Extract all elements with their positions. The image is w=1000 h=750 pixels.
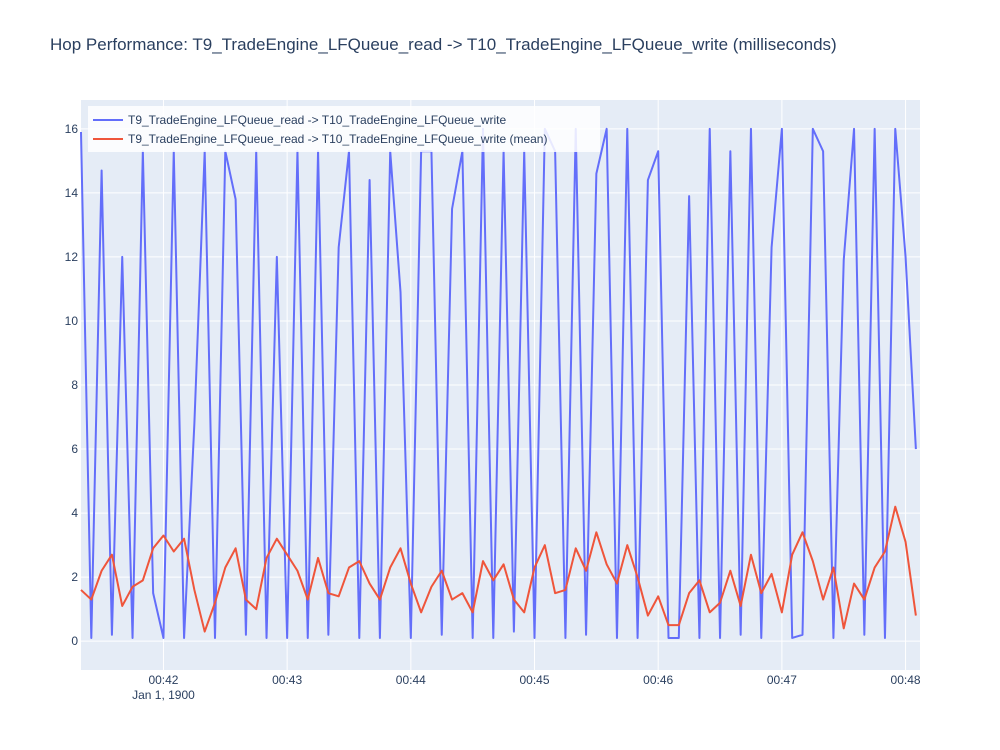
y-tick-label: 16 (65, 122, 79, 136)
legend-label: T9_TradeEngine_LFQueue_read -> T10_Trade… (128, 113, 506, 127)
legend-label: T9_TradeEngine_LFQueue_read -> T10_Trade… (128, 132, 547, 146)
x-date-label: Jan 1, 1900 (132, 688, 195, 702)
y-tick-label: 6 (71, 442, 78, 456)
y-tick-label: 14 (65, 186, 79, 200)
x-tick-label: 00:42 (148, 673, 178, 687)
x-tick-label: 00:48 (891, 673, 921, 687)
y-tick-label: 2 (71, 570, 78, 584)
legend: T9_TradeEngine_LFQueue_read -> T10_Trade… (88, 106, 600, 152)
legend-box (88, 106, 600, 152)
x-tick-label: 00:44 (396, 673, 426, 687)
series-line (80, 127, 917, 639)
lines (80, 127, 917, 639)
chart-title: Hop Performance: T9_TradeEngine_LFQueue_… (50, 35, 837, 54)
y-tick-label: 10 (65, 314, 79, 328)
y-tick-label: 0 (71, 634, 78, 648)
y-tick-label: 12 (65, 250, 79, 264)
x-tick-label: 00:46 (643, 673, 673, 687)
series-line (80, 505, 917, 633)
y-tick-label: 4 (71, 506, 78, 520)
x-tick-label: 00:45 (519, 673, 549, 687)
x-tick-label: 00:43 (272, 673, 302, 687)
x-tick-label: 00:47 (767, 673, 797, 687)
y-tick-label: 8 (71, 378, 78, 392)
